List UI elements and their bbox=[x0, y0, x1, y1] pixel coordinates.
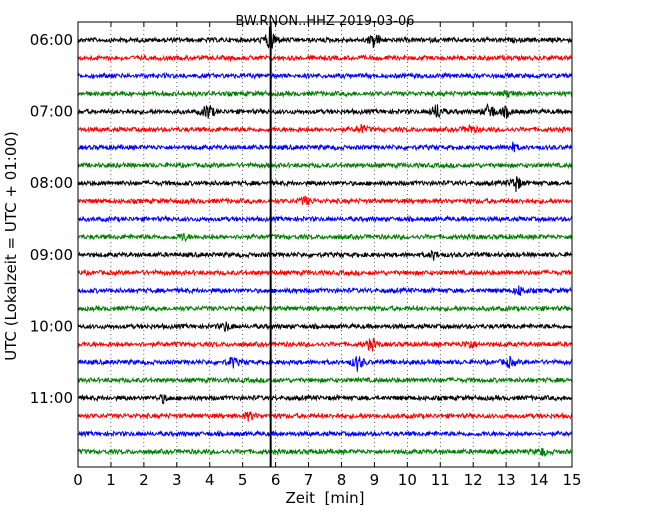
y-tick-label: 07:00 bbox=[30, 103, 73, 121]
x-tick-label: 11 bbox=[431, 471, 450, 489]
x-tick-label: 0 bbox=[73, 471, 83, 489]
x-tick-label: 6 bbox=[271, 471, 281, 489]
y-tick-label: 10:00 bbox=[30, 317, 73, 335]
trace-1100 bbox=[77, 393, 573, 405]
trace-1045 bbox=[77, 375, 573, 385]
trace-0845 bbox=[77, 232, 573, 243]
trace-1015 bbox=[77, 337, 573, 352]
trace-0900 bbox=[77, 249, 573, 261]
x-tick-label: 14 bbox=[530, 471, 549, 489]
x-tick-label: 15 bbox=[562, 471, 581, 489]
trace-0715 bbox=[77, 123, 573, 134]
x-tick-label: 4 bbox=[205, 471, 215, 489]
x-tick-label: 2 bbox=[139, 471, 149, 489]
trace-0745 bbox=[77, 160, 573, 170]
plot-frame bbox=[77, 21, 573, 468]
x-tick-label: 8 bbox=[337, 471, 347, 489]
trace-0815 bbox=[77, 195, 573, 206]
trace-0945 bbox=[77, 304, 573, 313]
trace-0730 bbox=[77, 141, 573, 153]
x-tick-label: 7 bbox=[304, 471, 314, 489]
trace-0930 bbox=[77, 285, 573, 296]
trace-0830 bbox=[77, 214, 573, 224]
x-tick-label: 13 bbox=[497, 471, 516, 489]
y-axis-label: UTC (Lokalzeit = UTC + 01:00) bbox=[2, 131, 20, 361]
trace-0700 bbox=[77, 102, 573, 119]
x-tick-label: 3 bbox=[172, 471, 182, 489]
x-tick-label: 10 bbox=[398, 471, 417, 489]
x-axis: 0 1 2 3 4 5 6 7 8 9 10 11 12 13 14 15 bbox=[73, 22, 582, 489]
y-tick-label: 11:00 bbox=[30, 389, 73, 407]
y-tick-label: 09:00 bbox=[30, 246, 73, 264]
x-axis-label: Zeit [min] bbox=[285, 489, 364, 507]
x-tick-label: 12 bbox=[464, 471, 483, 489]
trace-1000 bbox=[77, 321, 573, 333]
trace-0915 bbox=[77, 268, 573, 277]
x-tick-label: 1 bbox=[106, 471, 116, 489]
y-axis: 06:00 07:00 08:00 09:00 10:00 11:00 bbox=[30, 31, 572, 407]
trace-0800 bbox=[77, 175, 573, 193]
trace-0600 bbox=[77, 23, 573, 49]
y-tick-label: 06:00 bbox=[30, 31, 73, 49]
trace-1115 bbox=[77, 411, 573, 422]
trace-1145 bbox=[77, 447, 573, 458]
trace-0645 bbox=[77, 89, 573, 99]
x-tick-label: 9 bbox=[370, 471, 380, 489]
trace-0630 bbox=[77, 71, 573, 80]
trace-1030 bbox=[77, 355, 573, 372]
trace-group bbox=[77, 23, 573, 458]
trace-0615 bbox=[77, 53, 573, 62]
grid-lines bbox=[110, 22, 540, 467]
y-tick-label: 08:00 bbox=[30, 174, 73, 192]
trace-1130 bbox=[77, 429, 573, 438]
x-tick-label: 5 bbox=[238, 471, 248, 489]
